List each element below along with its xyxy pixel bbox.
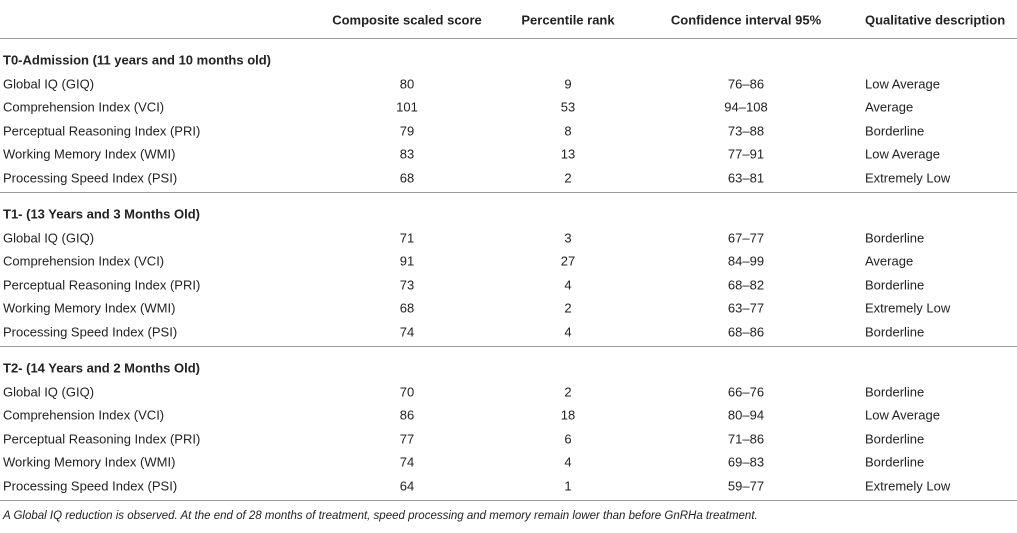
cell: 80 bbox=[399, 76, 415, 91]
cell: 69–83 bbox=[727, 454, 765, 470]
cell: 2 bbox=[564, 384, 572, 399]
cell: 8 bbox=[564, 123, 572, 138]
cell: 1 bbox=[564, 478, 572, 493]
cell: 2 bbox=[564, 170, 572, 185]
cell: 86 bbox=[399, 407, 415, 423]
cell: 68–86 bbox=[727, 324, 765, 339]
cell: Borderline bbox=[865, 277, 925, 292]
cell: 13 bbox=[560, 146, 576, 162]
section-title: T2- (14 Years and 2 Months Old) bbox=[3, 360, 200, 376]
cell: Borderline bbox=[865, 324, 925, 339]
row-label: Global IQ (GIQ) bbox=[3, 76, 95, 91]
section-title: T1- (13 Years and 3 Months Old) bbox=[3, 206, 200, 222]
cell: 91 bbox=[399, 253, 415, 269]
rule bbox=[0, 192, 1017, 193]
row-label: Processing Speed Index (PSI) bbox=[3, 478, 178, 493]
cell: Borderline bbox=[865, 431, 925, 446]
column-header: Confidence interval 95% bbox=[670, 12, 822, 28]
cell: 83 bbox=[399, 146, 415, 162]
row-label: Perceptual Reasoning Index (PRI) bbox=[3, 277, 201, 292]
cell: 53 bbox=[560, 99, 576, 115]
cell: 64 bbox=[399, 478, 415, 493]
cell: 68–82 bbox=[727, 277, 765, 292]
cell: 101 bbox=[396, 99, 418, 115]
cell: 79 bbox=[399, 123, 415, 138]
cell: 76–86 bbox=[727, 76, 765, 91]
cell: 66–76 bbox=[727, 384, 765, 399]
section-title: T0-Admission (11 years and 10 months old… bbox=[3, 52, 272, 68]
cell: 71 bbox=[399, 230, 415, 245]
row-label: Processing Speed Index (PSI) bbox=[3, 170, 178, 185]
rule bbox=[0, 38, 1017, 39]
cell: 59–77 bbox=[727, 478, 765, 493]
cell: 18 bbox=[560, 407, 576, 423]
cell: 77–91 bbox=[727, 146, 765, 162]
footnote: A Global IQ reduction is observed. At th… bbox=[3, 510, 758, 522]
cell: Low Average bbox=[865, 76, 940, 91]
column-header: Qualitative description bbox=[865, 12, 1006, 28]
cell: Borderline bbox=[865, 230, 925, 245]
row-label: Perceptual Reasoning Index (PRI) bbox=[3, 431, 201, 446]
row-label: Working Memory Index (WMI) bbox=[3, 454, 176, 470]
column-header: Percentile rank bbox=[521, 12, 615, 28]
cell: 9 bbox=[564, 76, 572, 91]
cell: Average bbox=[865, 99, 914, 115]
cell: 27 bbox=[560, 253, 576, 269]
cell: Low Average bbox=[865, 146, 940, 162]
cell: 67–77 bbox=[727, 230, 765, 245]
cell: Extremely Low bbox=[865, 300, 951, 316]
cell: 4 bbox=[564, 324, 572, 339]
cell: Average bbox=[865, 253, 914, 269]
cell: 74 bbox=[399, 324, 415, 339]
cell: Low Average bbox=[865, 407, 940, 423]
cell: 3 bbox=[564, 230, 572, 245]
cell: Borderline bbox=[865, 123, 925, 138]
cell: 68 bbox=[399, 170, 415, 185]
row-label: Processing Speed Index (PSI) bbox=[3, 324, 178, 339]
cell: 80–94 bbox=[727, 407, 765, 423]
cell: 74 bbox=[399, 454, 415, 470]
cell: 70 bbox=[399, 384, 415, 399]
cell: Borderline bbox=[865, 454, 925, 470]
cell: 63–81 bbox=[727, 170, 765, 185]
rule bbox=[0, 346, 1017, 347]
row-label: Comprehension Index (VCI) bbox=[3, 253, 165, 269]
column-header: Composite scaled score bbox=[332, 12, 482, 28]
rule bbox=[0, 500, 1017, 501]
row-label: Working Memory Index (WMI) bbox=[3, 300, 176, 316]
cell: 68 bbox=[399, 300, 415, 316]
cell: 77 bbox=[399, 431, 415, 446]
cell: 4 bbox=[564, 277, 572, 292]
cell: 71–86 bbox=[727, 431, 765, 446]
row-label: Perceptual Reasoning Index (PRI) bbox=[3, 123, 201, 138]
row-label: Global IQ (GIQ) bbox=[3, 230, 95, 245]
row-label: Comprehension Index (VCI) bbox=[3, 407, 165, 423]
cell: 94–108 bbox=[724, 99, 768, 115]
row-label: Global IQ (GIQ) bbox=[3, 384, 95, 399]
cell: 2 bbox=[564, 300, 572, 316]
cell: 73–88 bbox=[727, 123, 765, 138]
cell: Extremely Low bbox=[865, 478, 951, 493]
row-label: Comprehension Index (VCI) bbox=[3, 99, 165, 115]
row-label: Working Memory Index (WMI) bbox=[3, 146, 176, 162]
cell: 73 bbox=[399, 277, 415, 292]
cell: 84–99 bbox=[727, 253, 765, 269]
cell: 63–77 bbox=[727, 300, 765, 316]
cell: 6 bbox=[564, 431, 572, 446]
cell: Extremely Low bbox=[865, 170, 951, 185]
cell: 4 bbox=[564, 454, 572, 470]
cell: Borderline bbox=[865, 384, 925, 399]
